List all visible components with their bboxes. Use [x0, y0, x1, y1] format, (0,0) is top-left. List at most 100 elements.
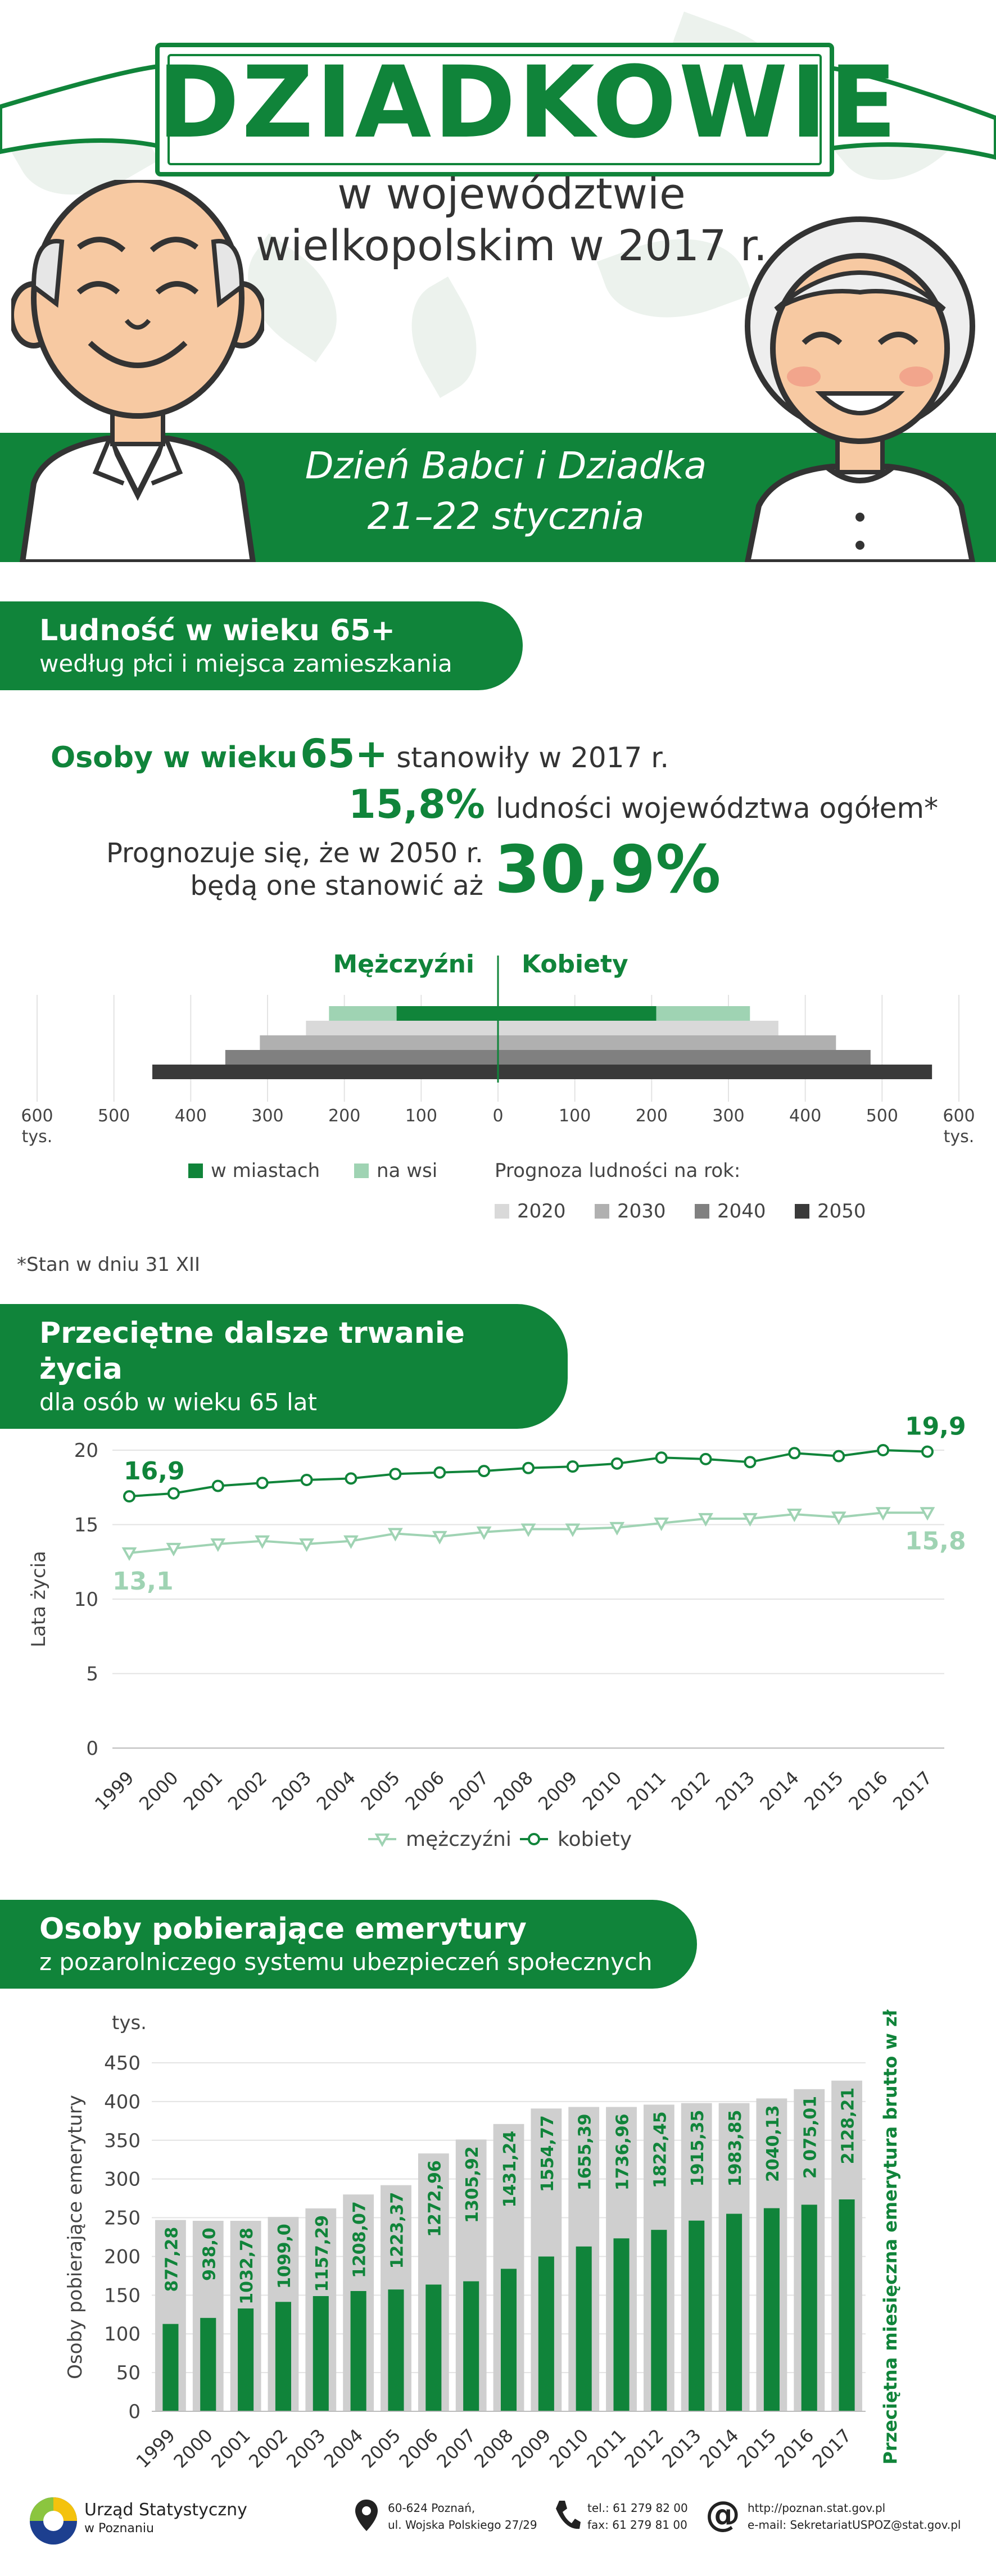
bar-forecast-women — [498, 1021, 778, 1035]
point-mezczyzni — [565, 1523, 581, 1537]
point-kobiety — [699, 1452, 712, 1465]
x-tick-label: 2010 — [545, 2425, 592, 2472]
x-tick-label: 200 — [328, 1106, 360, 1126]
y-axis-label-left: Osoby pobierające emerytury — [64, 2095, 87, 2379]
x-tick-label: 2008 — [470, 2425, 517, 2472]
point-mezczyzni — [210, 1538, 226, 1552]
x-tick-label: 2011 — [583, 2425, 630, 2472]
bar-women-rural — [656, 1006, 750, 1021]
y-tick-label: 250 — [104, 2207, 141, 2230]
point-kobiety — [256, 1477, 269, 1490]
stat-lead: Osoby w wieku — [51, 741, 297, 775]
legend-label-urban: w miastach — [211, 1160, 320, 1182]
x-tick-label: 2017 — [889, 1767, 936, 1814]
point-kobiety — [433, 1466, 446, 1479]
y-tick-label: 10 — [74, 1588, 98, 1611]
x-tick-label: 2000 — [169, 2425, 216, 2472]
pension-value-label: 1983,85 — [726, 2110, 745, 2187]
point-kobiety — [877, 1444, 890, 1456]
legend-marker-k — [528, 1833, 540, 1845]
pension-value-label: 1208,07 — [350, 2201, 370, 2278]
legend-label-m: mężczyźni — [406, 1828, 511, 1851]
email-link[interactable]: e-mail: SekretariatUSPOZ@stat.gov.pl — [748, 2518, 961, 2532]
x-tick-label: 2008 — [490, 1767, 537, 1814]
location-pin-icon — [355, 2500, 378, 2531]
bar-pension — [763, 2208, 780, 2411]
x-tick-label: 2012 — [667, 1767, 714, 1814]
point-kobiety — [610, 1457, 623, 1470]
x-tick-label: 2006 — [401, 1767, 448, 1814]
bar-pension — [275, 2302, 291, 2411]
label-m-start: 13,1 — [112, 1567, 174, 1596]
bar-men-urban — [396, 1006, 498, 1021]
holiday-name: Dzień Babci i Dziadka — [305, 444, 707, 487]
pension-value-label: 1099,0 — [275, 2224, 295, 2289]
x-tick-label: 2013 — [658, 2425, 705, 2472]
footer: Urząd Statystyczny w Poznaniu 60-624 Poz… — [0, 2484, 996, 2576]
legend-caption: Prognoza ludności na rok: — [495, 1160, 740, 1182]
pension-value-label: 1822,45 — [650, 2111, 670, 2188]
legend-swatch-year — [695, 1204, 709, 1219]
point-mezczyzni — [698, 1513, 713, 1527]
fax-number: fax: 61 279 81 00 — [587, 2518, 687, 2532]
legend-swatch-year — [595, 1204, 609, 1219]
point-mezczyzni — [343, 1535, 359, 1549]
bar-men-rural — [329, 1006, 397, 1021]
point-mezczyzni — [609, 1522, 625, 1536]
x-tick-label: 2001 — [207, 2425, 254, 2472]
legend-swatch-urban — [188, 1163, 203, 1178]
point-mezczyzni — [299, 1538, 314, 1552]
point-mezczyzni — [387, 1528, 403, 1542]
pension-value-label: 877,28 — [162, 2227, 182, 2292]
forecast-line1: Prognozuje się, że w 2050 r. — [106, 837, 483, 869]
legend-label-rural: na wsi — [377, 1160, 437, 1182]
bar-pension — [726, 2213, 743, 2411]
x-tick-label: 200 — [636, 1106, 668, 1126]
legend-label-year: 2040 — [717, 1200, 766, 1223]
footnote: *Stan w dniu 31 XII — [17, 1253, 201, 1276]
x-tick-label: 600 — [943, 1106, 975, 1126]
holiday-date: 21–22 stycznia — [367, 495, 645, 538]
label-k-start: 16,9 — [124, 1457, 185, 1486]
pension-value-label: 1157,29 — [313, 2215, 332, 2292]
legend-label-year: 2020 — [517, 1200, 566, 1223]
bar-forecast-men — [306, 1021, 498, 1035]
point-kobiety — [566, 1460, 579, 1473]
point-kobiety — [522, 1461, 535, 1474]
pension-value-label: 1431,24 — [500, 2131, 520, 2208]
bar-pension — [350, 2290, 366, 2411]
stat-line2: 15,8% ludności województwa ogółem* — [348, 781, 967, 827]
at-icon: @ — [705, 2493, 740, 2534]
population-pyramid-chart: Mężczyźni Kobiety 600 500 400 300 200 100 0 100 20… — [21, 950, 975, 1223]
pension-value-label: 2128,21 — [839, 2088, 858, 2165]
x-tick-label: 2006 — [395, 2425, 442, 2472]
x-tick-label: 2007 — [445, 1767, 492, 1814]
x-tick-label: 300 — [712, 1106, 744, 1126]
x-tick-label: 1999 — [90, 1767, 138, 1814]
website-link[interactable]: http://poznan.stat.gov.pl — [748, 2501, 886, 2515]
legend-label-year: 2050 — [817, 1200, 866, 1223]
x-tick-label: 400 — [789, 1106, 821, 1126]
point-kobiety — [167, 1487, 180, 1500]
phone-number[interactable]: tel.: 61 279 82 00 — [587, 2501, 688, 2515]
bar-pension — [200, 2317, 216, 2411]
y-tick-label: 100 — [104, 2323, 141, 2346]
x-tick-label: 2016 — [771, 2425, 818, 2472]
y-tick-label: 5 — [86, 1663, 98, 1686]
section1-subtitle: według płci i miejsca zamieszkania — [39, 650, 452, 677]
page-title: DZIADKOWIE — [157, 45, 899, 160]
y-tick-label: 300 — [104, 2168, 141, 2191]
legend-swatch-year — [795, 1204, 809, 1219]
bar-pension — [162, 2324, 179, 2411]
x-tick-label: 2005 — [357, 2425, 405, 2472]
x-tick-label: 300 — [251, 1106, 283, 1126]
point-mezczyzni — [831, 1511, 846, 1525]
bar-pension — [313, 2296, 329, 2411]
section2-subtitle: dla osób w wieku 65 lat — [39, 1388, 317, 1416]
x-tick-label: 2017 — [808, 2425, 855, 2472]
stat-mid: stanowiły w 2017 r. — [396, 741, 669, 774]
section3-subtitle: z pozarolniczego systemu ubezpieczeń spo… — [39, 1948, 653, 1976]
x-tick-label: 500 — [98, 1106, 130, 1126]
x-tick-label: 400 — [175, 1106, 207, 1126]
point-mezczyzni — [875, 1507, 891, 1521]
